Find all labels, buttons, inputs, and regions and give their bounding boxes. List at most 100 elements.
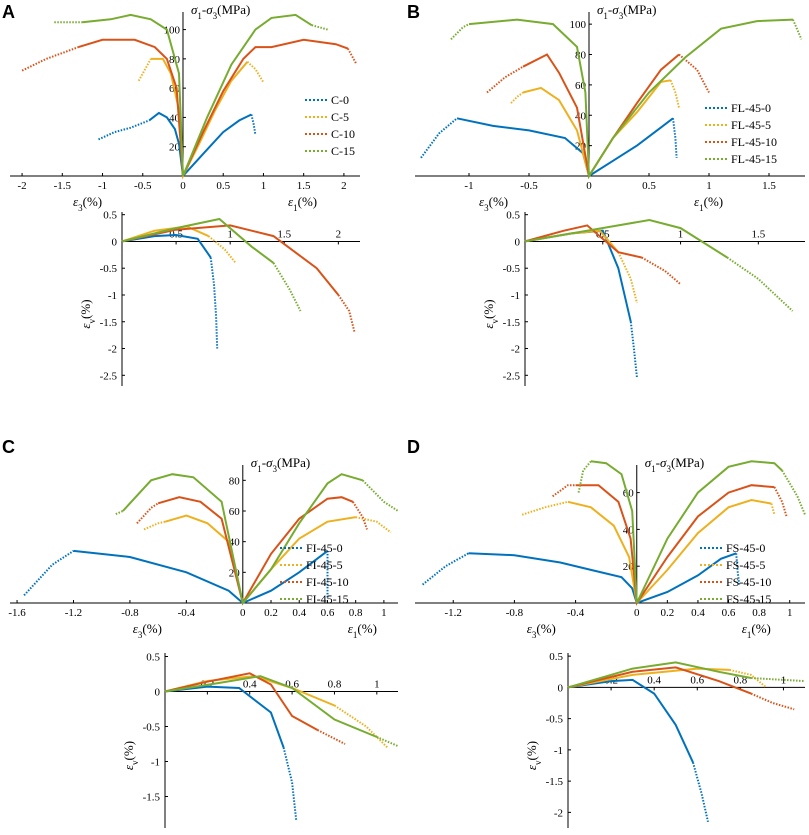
legend: FS-45-0 FS-45-5 FS-45-10 FS-45-15 [700,541,771,606]
volumetric-line-dotted [282,747,298,822]
y-axis-title-volumetric: εv(%) [524,741,543,770]
volumetric-line-C-15 [121,217,275,264]
x-tick-label: 1 [374,679,380,691]
y-tick-label: -0.5 [100,263,118,275]
panel-C: C-1.6 -1.2 -0.8 -0.4 0 0.2 0.4 0.6 0.8 120406080σ… [2,437,399,828]
series-line-dotted-start [137,58,152,82]
legend-label: C-10 [331,127,355,141]
series-line-C-15 [82,13,313,177]
x-tick-label: -0.4 [178,607,196,619]
legend-label: FL-45-0 [731,101,771,115]
series-line-dotted-start [521,500,569,516]
y-tick-label: 0.5 [549,651,563,663]
y-axis-title-volumetric: εv(%) [481,299,500,328]
legend-label: FS-45-15 [726,592,771,606]
volumetric-line-dotted [207,235,237,264]
y-tick-label: 80 [229,475,241,487]
legend-label: FL-45-15 [731,152,777,166]
volumetric-line-dotted [209,257,219,349]
legend: C-0 C-5 C-10 C-15 [305,93,355,158]
x-tick-label: -0.4 [567,607,585,619]
y-tick-label: -2.5 [100,370,118,382]
series-line-dotted-end [347,48,357,64]
series-line-dotted-end [773,486,788,517]
series-line-dotted-end [361,479,399,512]
series-line-dotted-start [23,550,75,596]
panel-A: A-2 -1.5 -1 -0.5 0 0.5 1 1.5 220406080100σ1-σ3(M… [2,2,360,386]
series-line-dotted-start [552,484,576,498]
x-tick-label: -1.6 [8,607,26,619]
legend-label: FI-45-15 [306,592,349,606]
legend: FI-45-0 FI-45-5 FI-45-10 FI-45-15 [280,541,349,606]
x-tick-label: -0.5 [520,180,538,192]
volumetric-line-FI-45-0 [164,685,285,748]
volumetric-line-dotted [751,677,806,683]
y-axis-title-stress: σ1-σ3(MPa) [191,2,250,21]
series-line-dotted-start [510,91,524,104]
x-tick-label: -1.5 [54,180,72,192]
x-tick-label: -1 [464,180,473,192]
x-tick-label: 0.4 [243,679,257,691]
y-tick-label: -2 [511,344,520,356]
legend-label: FS-45-5 [726,558,765,572]
y-tick-label: 100 [163,25,180,37]
x-tick-label: -1 [98,180,107,192]
legend-label: FI-45-10 [306,575,349,589]
series-line-C-0 [148,111,252,179]
series-line-dotted-end [352,501,368,530]
x-tick-label: 0 [180,180,186,192]
legend: FL-45-0 FL-45-5 FL-45-10 FL-45-15 [705,101,777,166]
x-tick-label: 0.4 [691,607,705,619]
x-tick-label: -1.2 [445,607,462,619]
series-line-dotted-start [421,552,469,586]
x-tick-label: 0.8 [752,607,766,619]
y-tick-label: 60 [623,488,635,500]
y-tick-label: 0 [515,236,521,248]
series-line-dotted-start [486,65,524,94]
legend-label: C-15 [331,144,355,158]
series-line-dotted-start [143,520,166,531]
panel-D: D-1.2 -0.8 -0.4 0 0.2 0.4 0.6 0.8 1204060σ1-σ3(M… [407,437,806,828]
x-tick-label: 1.5 [762,180,776,192]
legend-label: C-5 [331,110,349,124]
x-tick-label: 1.5 [277,228,291,240]
x-tick-label: 0.6 [321,607,335,619]
x-tick-label: 0.8 [349,607,363,619]
x-tick-label: 1 [261,180,267,192]
x-tick-label: 0.8 [328,679,342,691]
series-line-dotted-end [770,503,776,515]
x-tick-label: 0.4 [647,674,661,686]
x-tick-label: 1 [227,228,233,240]
y-tick-label: -1 [554,745,563,757]
y-axis-title-stress: σ1-σ3(MPa) [251,455,310,474]
y-tick-label: -0.5 [143,722,161,734]
x-tick-label: 2 [336,228,342,240]
x-tick-label: 1 [381,607,387,619]
panel-letter-D: D [407,437,420,457]
series-line-dotted-start [115,510,124,516]
series-line-dotted-end [669,79,680,108]
y-tick-label: 40 [229,537,241,549]
legend-label: FS-45-0 [726,541,765,555]
series-line-FS-45-0 [468,552,737,605]
panel-B: B-1 -0.5 0 0.5 1 1.520406080100σ1-σ3(MPa)ε3(%… [407,2,805,386]
x-tick-label: -2 [17,180,26,192]
volumetric-line-dotted [729,668,767,689]
y-tick-label: 20 [623,561,635,573]
y-tick-label: 0 [112,236,118,248]
x-tick-label: 2 [341,180,347,192]
y-axis-title-volumetric: εv(%) [121,741,140,770]
x-tick-label: 0.5 [216,180,230,192]
volumetric-line-dotted [617,251,638,304]
x-tick-label: 0.6 [690,674,704,686]
y-tick-label: -0.5 [546,714,564,726]
y-tick-label: 0 [558,682,564,694]
x-tick-label: 0 [586,180,592,192]
volumetric-line-dotted [317,729,346,745]
legend-label: FI-45-5 [306,558,343,572]
series-line-dotted-end [792,19,803,40]
volumetric-line-dotted [641,256,682,286]
volumetric-line-FS-45-10 [567,666,752,695]
legend-label: C-0 [331,93,349,107]
